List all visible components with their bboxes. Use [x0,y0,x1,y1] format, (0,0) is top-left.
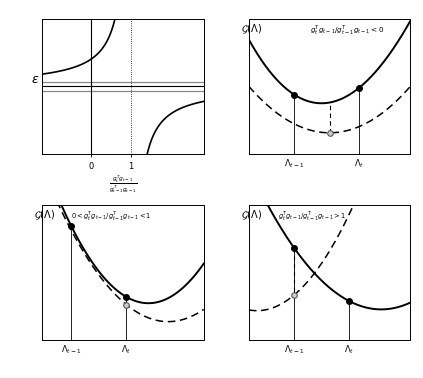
Text: $\Lambda_{t-1}$: $\Lambda_{t-1}$ [61,344,82,356]
Text: $\mathcal{G}(\Lambda)$: $\mathcal{G}(\Lambda)$ [34,209,55,222]
Text: $\Lambda_t$: $\Lambda_t$ [121,344,132,356]
Y-axis label: $\varepsilon$: $\varepsilon$ [31,73,39,87]
Text: $\Lambda_t$: $\Lambda_t$ [344,344,354,356]
Text: $\Lambda_t$: $\Lambda_t$ [354,157,364,170]
X-axis label: $\frac{g_t^T g_{t-1}}{g_{t-1}^T g_{t-1}}$: $\frac{g_t^T g_{t-1}}{g_{t-1}^T g_{t-1}}… [109,174,137,195]
Text: $\Lambda_{t-1}$: $\Lambda_{t-1}$ [284,344,304,356]
Text: $\Lambda_{t-1}$: $\Lambda_{t-1}$ [284,157,304,170]
Text: $\mathcal{G}(\Lambda)$: $\mathcal{G}(\Lambda)$ [241,209,262,222]
Text: $g_t^T g_{t-1}/g_{t-1}^T g_{t-1} < 0$: $g_t^T g_{t-1}/g_{t-1}^T g_{t-1} < 0$ [310,23,385,37]
Text: $g_t^T g_{t-1}/g_{t-1}^T g_{t-1} > 1$: $g_t^T g_{t-1}/g_{t-1}^T g_{t-1} > 1$ [278,209,346,223]
Text: $\mathcal{G}(\Lambda)$: $\mathcal{G}(\Lambda)$ [241,23,262,36]
Text: $0 < g_t^T g_{t-1}/g_{t-1}^T g_{t-1} < 1$: $0 < g_t^T g_{t-1}/g_{t-1}^T g_{t-1} < 1… [71,209,152,223]
